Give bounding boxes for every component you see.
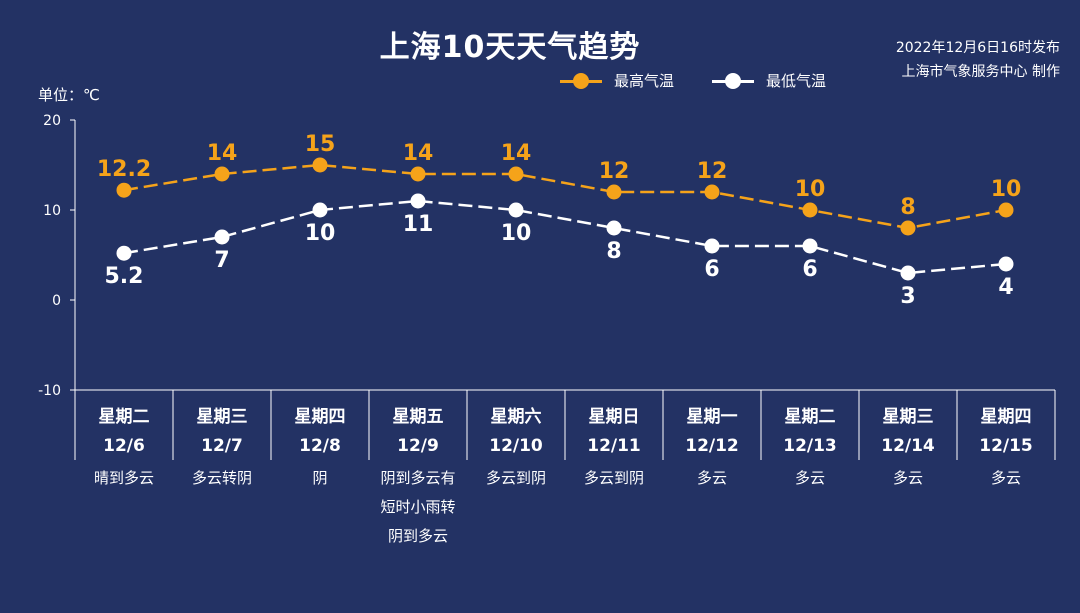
high-temp-point [312,157,328,173]
date-label: 12/8 [299,436,341,456]
legend-label-low: 最低气温 [766,72,827,90]
high-temp-point [508,166,524,182]
low-temp-label: 10 [305,221,336,246]
high-temp-point [704,184,720,200]
low-temp-point [998,256,1014,272]
publish-info: 2022年12月6日16时发布 上海市气象服务中心 制作 [896,36,1060,84]
legend-marker-high [560,71,602,91]
high-temp-label: 12 [599,159,630,184]
low-temp-line [123,199,1007,275]
weather-label: 晴到多云 [94,469,154,487]
publish-time: 2022年12月6日16时发布 [895,40,1060,56]
high-temp-label: 14 [207,141,238,166]
weather-label: 多云 [991,469,1021,487]
low-temp-point [606,220,622,236]
high-temp-label: 10 [991,177,1022,202]
publisher: 上海市气象服务中心 制作 [901,64,1060,80]
weekday-label: 星期五 [393,407,444,427]
y-tick-label: 10 [43,203,61,219]
weekday-label: 星期三 [883,407,934,427]
weekday-label: 星期六 [491,406,542,427]
legend-item-low: 最低气温 [712,70,826,91]
low-temp-label: 6 [802,257,817,282]
weekday-label: 星期三 [197,407,248,427]
high-temp-line [123,163,1007,230]
y-tick-label: 20 [43,113,61,129]
low-temp-label: 6 [704,257,719,282]
date-label: 12/9 [397,436,439,456]
unit-label: 单位：℃ [38,86,100,104]
weather-label: 阴到多云有 [380,469,455,487]
date-label: 12/13 [783,436,837,456]
high-temp-point [214,166,230,182]
high-temp-label: 12.2 [97,157,151,182]
legend: 最高气温 最低气温 [560,70,864,91]
legend-label-high: 最高气温 [614,72,675,90]
low-temp-point [410,193,426,209]
low-temp-point [802,238,818,254]
date-label: 12/7 [201,436,243,456]
weekday-label: 星期一 [687,407,738,427]
low-temp-label: 3 [900,284,915,309]
weather-label: 多云到阴 [486,469,546,487]
low-temp-point [116,245,132,261]
high-temp-label: 8 [900,195,915,220]
low-temp-point [214,229,230,245]
weekday-label: 星期二 [99,407,150,427]
weather-label: 多云 [795,469,825,487]
weather-label: 阴 [312,469,327,487]
low-temp-label: 4 [998,275,1013,300]
y-tick-label: 0 [52,293,61,309]
low-temp-label: 10 [501,221,532,246]
weather-label: 短时小雨转 [380,498,455,516]
date-label: 12/11 [587,436,641,456]
weekday-label: 星期四 [295,407,346,427]
high-temp-label: 12 [697,159,728,184]
date-label: 12/14 [881,436,935,456]
low-temp-point [508,202,524,218]
high-temp-point [900,220,916,236]
date-label: 12/15 [979,436,1033,456]
weather-label: 多云 [697,469,727,487]
high-temp-point [802,202,818,218]
date-label: 12/10 [489,436,543,456]
high-temp-point [998,202,1014,218]
weather-label: 阴到多云 [388,527,448,545]
low-temp-point [900,265,916,281]
weather-label: 多云到阴 [584,469,644,487]
low-temp-label: 5.2 [105,264,144,289]
low-temp-point [704,238,720,254]
high-temp-point [116,182,132,198]
weather-label: 多云 [893,469,923,487]
y-tick-label: -10 [38,383,61,399]
high-temp-label: 14 [403,141,434,166]
low-temp-label: 8 [606,239,621,264]
high-temp-label: 15 [305,132,336,157]
high-temp-label: 14 [501,141,532,166]
legend-marker-low [712,71,755,91]
legend-item-high: 最高气温 [560,70,674,91]
weekday-label: 星期日 [589,407,640,427]
weekday-label: 星期二 [785,407,836,427]
high-temp-point [410,166,426,182]
date-label: 12/6 [103,436,145,456]
date-label: 12/12 [685,436,739,456]
low-temp-label: 7 [214,248,229,273]
chart-title: 上海10天天气趋势 [379,30,641,65]
low-temp-point [312,202,328,218]
weekday-label: 星期四 [981,407,1032,427]
high-temp-label: 10 [795,177,826,202]
low-temp-label: 11 [403,212,434,237]
high-temp-point [606,184,622,200]
weather-label: 多云转阴 [192,469,252,487]
